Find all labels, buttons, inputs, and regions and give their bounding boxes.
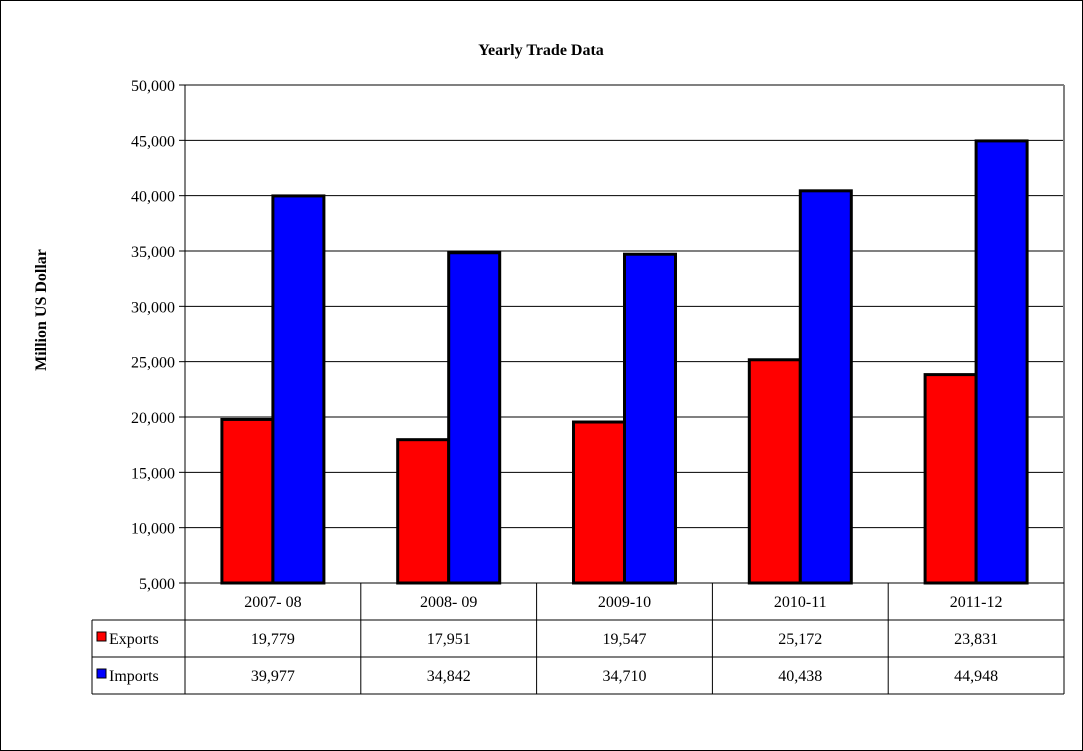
x-tick-label: 2007- 08	[244, 594, 301, 611]
y-tick-label: 35,000	[131, 244, 175, 261]
bars	[220, 139, 1029, 585]
data-label-imports: 44,948	[954, 668, 998, 685]
y-tick-label: 5,000	[139, 576, 175, 593]
data-label-imports: 40,438	[778, 668, 822, 685]
bar-exports-0	[220, 417, 275, 585]
chart-title: Yearly Trade Data	[478, 42, 604, 59]
data-label-exports: 25,172	[778, 631, 822, 648]
y-tick-label: 25,000	[131, 355, 175, 372]
data-label-imports: 34,710	[603, 668, 647, 685]
y-tick-label: 50,000	[131, 78, 175, 95]
bar-exports-1	[396, 438, 451, 585]
y-tick-label: 10,000	[131, 521, 175, 538]
legend-key-imports	[96, 668, 107, 679]
bar-imports-3	[798, 189, 853, 585]
gridlines	[185, 139, 1064, 529]
data-label-exports: 19,547	[603, 631, 647, 648]
bar-exports-2	[572, 420, 626, 585]
y-tick-label: 15,000	[131, 465, 175, 482]
legend-label-imports: Imports	[109, 668, 159, 685]
data-label-exports: 19,779	[251, 631, 295, 648]
legend-key-exports	[96, 631, 107, 642]
bar-exports-4	[923, 373, 978, 585]
legend-label-exports: Exports	[109, 631, 159, 648]
data-table: 2007- 08 2008- 09 2009-10 2010-11 2011-12 Exp…	[91, 582, 1065, 695]
y-tick-label: 40,000	[131, 189, 175, 206]
y-axis-label: Million US Dollar	[33, 249, 50, 371]
y-tick-label: 20,000	[131, 410, 175, 427]
bar-imports-2	[623, 252, 677, 585]
bar-imports-0	[271, 194, 326, 585]
data-label-imports: 34,842	[427, 668, 471, 685]
y-tick-label: 45,000	[131, 133, 175, 150]
y-axis-ticks: 5,000 10,000 15,000 20,000 25,000 30,000 35,00…	[131, 78, 185, 593]
bar-exports-3	[747, 358, 802, 585]
x-tick-label: 2009-10	[598, 594, 651, 611]
data-label-imports: 39,977	[251, 668, 295, 685]
bar-imports-1	[447, 251, 502, 585]
plot-border	[184, 84, 1065, 583]
x-tick-label: 2011-12	[950, 594, 1003, 611]
x-tick-label: 2010-11	[774, 594, 827, 611]
data-label-exports: 23,831	[954, 631, 998, 648]
x-tick-label: 2008- 09	[420, 594, 477, 611]
data-label-exports: 17,951	[427, 631, 471, 648]
y-tick-label: 30,000	[131, 299, 175, 316]
bar-imports-4	[974, 139, 1029, 585]
